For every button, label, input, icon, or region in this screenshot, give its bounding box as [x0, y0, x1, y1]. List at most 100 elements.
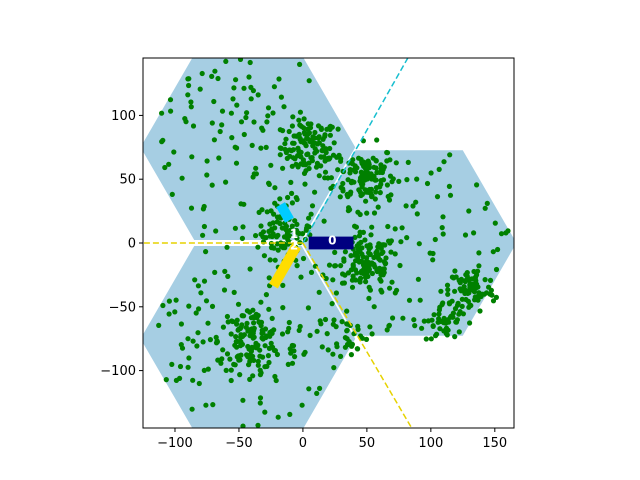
user-point-999 [196, 306, 202, 312]
user-point-1000 [272, 185, 278, 191]
user-point-996 [169, 191, 175, 197]
beam-label-0: 0 [328, 233, 336, 247]
user-point-935 [233, 77, 239, 83]
user-point-1060 [237, 325, 243, 331]
user-point-244 [240, 224, 246, 230]
user-point-934 [398, 239, 404, 245]
user-point-799 [406, 297, 413, 303]
user-point-861 [204, 158, 210, 164]
x-tick-label: 50 [359, 436, 376, 451]
user-point-910 [482, 205, 488, 211]
user-point-211 [378, 162, 384, 168]
user-point-855 [257, 395, 264, 401]
user-point-1054 [365, 189, 371, 195]
user-point-976 [338, 353, 344, 359]
user-point-876 [209, 303, 216, 309]
x-tick-label: 150 [482, 436, 507, 451]
user-point-488 [220, 347, 226, 353]
user-point-419 [341, 256, 347, 262]
user-point-833 [166, 298, 172, 304]
user-point-522 [240, 397, 246, 403]
x-tick-label: −100 [157, 436, 193, 451]
user-point-1017 [192, 277, 198, 283]
user-point-538 [297, 323, 303, 330]
user-point-415 [357, 229, 363, 235]
user-point-1043 [258, 145, 264, 151]
user-point-854 [369, 176, 375, 182]
user-point-222 [387, 157, 393, 163]
user-point-956 [219, 108, 226, 114]
user-point-958 [289, 190, 295, 196]
user-point-243 [272, 257, 278, 263]
user-point-748 [490, 249, 496, 255]
user-point-867 [251, 119, 257, 125]
user-point-764 [306, 78, 312, 84]
user-point-279 [256, 209, 262, 215]
user-point-1059 [424, 180, 431, 187]
user-point-493 [232, 342, 238, 348]
user-point-984 [326, 262, 333, 268]
user-point-994 [287, 153, 293, 159]
user-point-301 [274, 219, 280, 225]
user-point-916 [317, 385, 323, 391]
user-point-385 [380, 272, 386, 278]
user-point-418 [323, 275, 329, 282]
user-point-405 [365, 273, 371, 279]
user-point-483 [251, 357, 257, 363]
user-point-914 [186, 82, 192, 89]
user-point-992 [263, 334, 269, 341]
user-point-776 [412, 323, 418, 329]
user-point-445 [350, 273, 356, 279]
user-point-171 [387, 173, 394, 179]
user-point-762 [232, 144, 238, 150]
user-point-890 [247, 266, 253, 272]
user-point-1051 [385, 223, 391, 230]
user-point-758 [288, 179, 294, 185]
user-point-676 [431, 312, 437, 318]
user-point-495 [255, 362, 261, 368]
user-point-490 [258, 299, 264, 305]
user-point-601 [487, 277, 494, 283]
user-point-797 [278, 94, 284, 100]
user-point-481 [244, 320, 250, 326]
user-point-576 [257, 353, 263, 359]
user-point-742 [379, 289, 385, 295]
user-point-714 [325, 347, 331, 353]
user-point-562 [238, 334, 244, 340]
user-point-24 [283, 136, 289, 142]
user-point-948 [399, 225, 405, 231]
user-point-1069 [171, 149, 177, 155]
user-point-753 [314, 328, 320, 334]
user-point-1013 [215, 75, 221, 82]
user-point-961 [324, 331, 330, 337]
user-point-62 [327, 145, 333, 152]
user-point-1068 [231, 289, 237, 295]
user-point-800 [195, 330, 201, 336]
user-point-302 [258, 231, 264, 237]
user-point-66 [293, 161, 299, 167]
user-point-604 [477, 308, 483, 314]
user-point-993 [277, 196, 283, 202]
user-point-971 [493, 266, 500, 273]
user-point-1016 [186, 355, 192, 361]
user-point-642 [475, 284, 481, 290]
user-point-346 [342, 249, 348, 255]
user-point-902 [231, 85, 237, 91]
user-point-783 [209, 73, 215, 79]
user-point-780 [201, 367, 207, 373]
user-point-987 [289, 360, 296, 366]
user-point-447 [369, 270, 375, 277]
user-point-752 [219, 356, 225, 362]
user-point-166 [378, 178, 384, 184]
user-point-955 [338, 263, 344, 269]
user-point-1052 [359, 160, 365, 167]
user-point-556 [238, 339, 244, 345]
user-point-441 [360, 270, 366, 276]
user-point-1005 [439, 225, 445, 231]
user-point-1036 [203, 298, 210, 304]
user-point-1031 [386, 322, 392, 328]
x-tick-label: 0 [299, 436, 307, 451]
user-point-856 [447, 314, 454, 320]
user-point-745 [440, 231, 446, 237]
